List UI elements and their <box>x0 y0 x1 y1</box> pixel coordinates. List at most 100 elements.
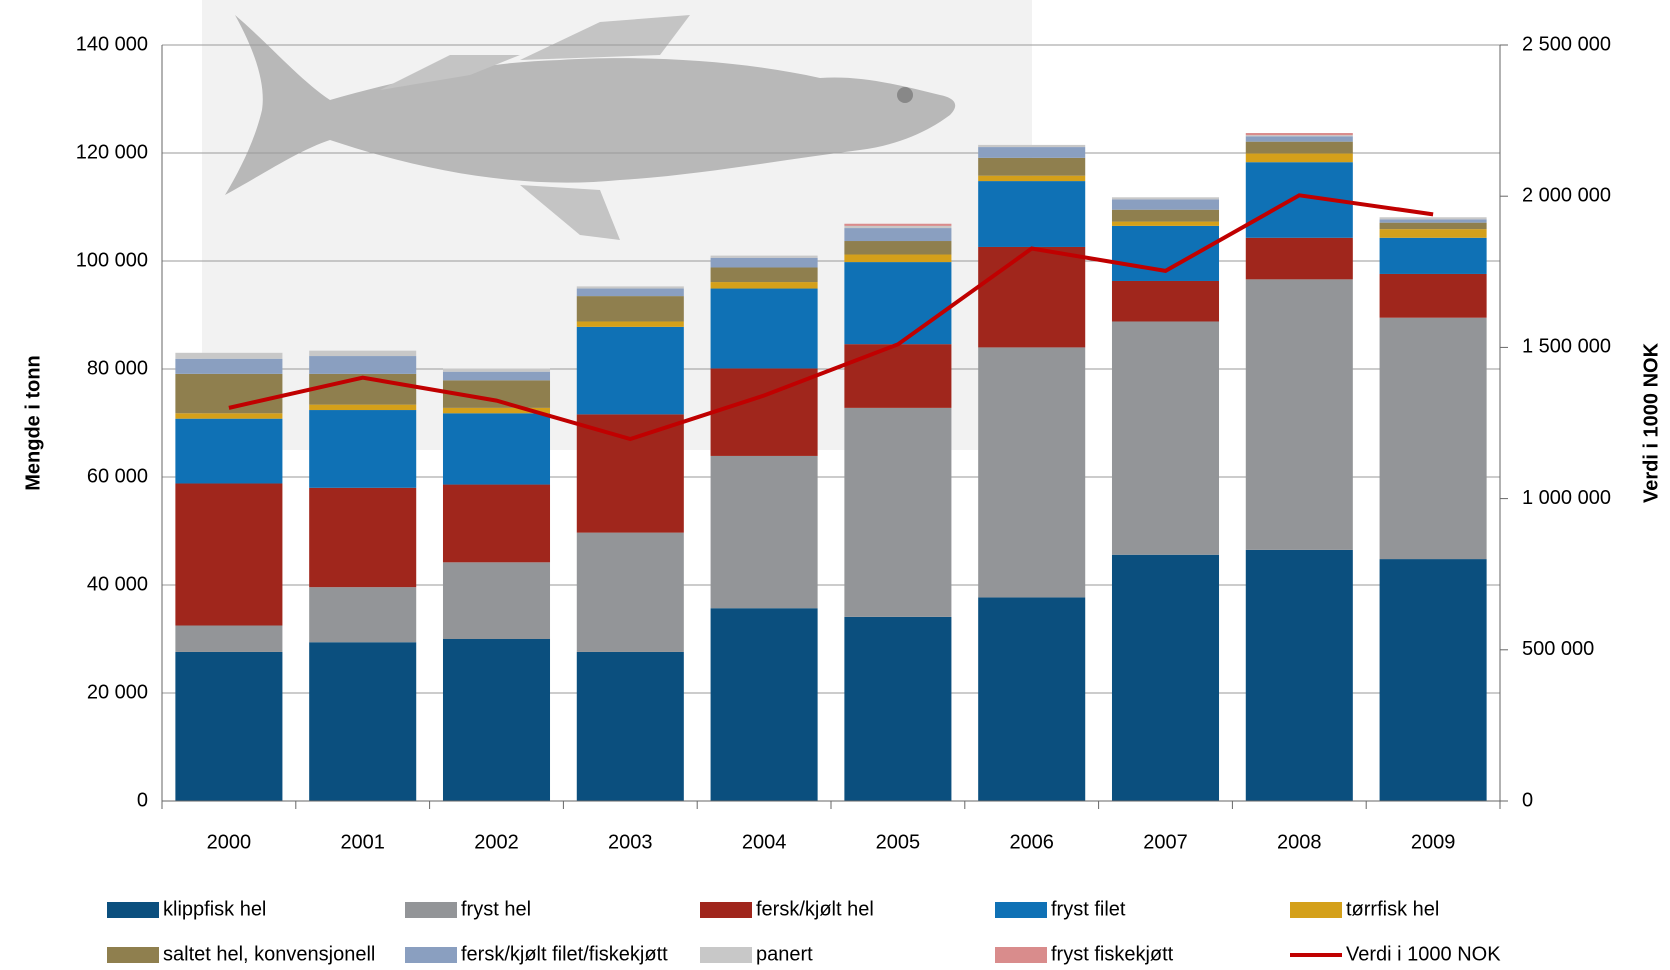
legend-label: saltet hel, konvensjonell <box>163 943 375 965</box>
bar-segment <box>175 413 283 419</box>
bar-segment <box>1245 549 1353 801</box>
bar-segment <box>309 587 417 643</box>
bar-segment <box>978 144 1086 148</box>
legend-swatch <box>700 902 752 918</box>
bar-segment <box>1245 141 1353 154</box>
bar-segment <box>710 282 818 289</box>
bar-segment <box>576 651 684 801</box>
legend-label: Verdi i 1000 NOK <box>1346 943 1501 965</box>
bar-segment <box>844 241 952 255</box>
bar-segment <box>844 223 952 226</box>
bar-segment <box>1111 221 1220 226</box>
y2-tick-label: 1 500 000 <box>1522 336 1611 358</box>
y-tick-label: 100 000 <box>76 249 148 271</box>
legend-label: fersk/kjølt filet/fiskekjøtt <box>461 943 668 965</box>
bar-segment <box>1379 237 1487 274</box>
bar-segment <box>175 483 283 626</box>
y-tick-label: 0 <box>137 789 148 811</box>
bar-segment <box>442 562 551 639</box>
y-tick-label: 80 000 <box>87 357 148 379</box>
bar-segment <box>978 181 1086 247</box>
bar-segment <box>978 347 1086 598</box>
y-tick-label: 40 000 <box>87 573 148 595</box>
legend-label: klippfisk hel <box>163 898 266 920</box>
bar-segment <box>1379 229 1487 238</box>
bar-segment <box>978 147 1086 158</box>
y2-tick-label: 500 000 <box>1522 638 1594 660</box>
y2-tick-label: 2 500 000 <box>1522 33 1611 55</box>
y2-axis-title: Verdi i 1000 NOK <box>1640 342 1662 503</box>
legend-swatch <box>995 947 1047 963</box>
bar-segment <box>978 157 1086 176</box>
bar-segment <box>1379 273 1487 318</box>
bar-segment <box>309 487 417 588</box>
bar-segment <box>576 296 684 322</box>
bar-segment <box>175 625 283 652</box>
bar-segment <box>309 410 417 488</box>
x-tick-label: 2005 <box>876 831 921 853</box>
y-tick-label: 60 000 <box>87 465 148 487</box>
x-tick-label: 2004 <box>742 831 787 853</box>
bar-segment <box>175 418 283 484</box>
y2-tick-label: 2 000 000 <box>1522 184 1611 206</box>
bar-segment <box>175 358 283 374</box>
bar-segment <box>844 225 952 229</box>
bar-segment <box>175 352 283 359</box>
value-line <box>228 193 1434 442</box>
bar-segment <box>1245 133 1353 136</box>
bar-segment <box>576 532 684 652</box>
legend-swatch <box>405 902 457 918</box>
bar-segment <box>1379 217 1487 220</box>
legend-label: panert <box>756 943 813 965</box>
bar-segment <box>710 455 818 609</box>
legend-swatch <box>107 902 159 918</box>
bar-segment <box>1111 199 1220 210</box>
bar-segment <box>844 407 952 617</box>
bar-segment <box>1245 279 1353 550</box>
legend-swatch <box>700 947 752 963</box>
bar-segment <box>442 413 551 485</box>
bar-segment <box>844 344 952 408</box>
bar-segment <box>442 484 551 563</box>
bar-segment <box>1111 280 1220 322</box>
bar-segment <box>442 407 551 414</box>
legend-label: tørrfisk hel <box>1346 898 1439 920</box>
legend-swatch <box>107 947 159 963</box>
x-tick-label: 2006 <box>1009 831 1054 853</box>
legend-swatch <box>405 947 457 963</box>
bar-segment <box>844 254 952 263</box>
bar-segment <box>1379 219 1487 223</box>
bar-segment <box>710 608 818 801</box>
y-tick-label: 120 000 <box>76 141 148 163</box>
bar-segment <box>1111 321 1220 555</box>
legend-label: fryst fiskekjøtt <box>1051 943 1174 965</box>
bar-segment <box>309 350 417 357</box>
y2-tick-label: 0 <box>1522 789 1533 811</box>
legend-label: fryst hel <box>461 898 531 920</box>
bar-segment <box>576 288 684 297</box>
bar-segment <box>175 651 283 801</box>
bar-segment <box>1379 222 1487 230</box>
bar-segment <box>309 404 417 411</box>
bar-segment <box>844 262 952 345</box>
y-axis-title: Mengde i tonn <box>22 355 44 491</box>
bar-segment <box>1111 209 1220 222</box>
x-tick-label: 2002 <box>474 831 519 853</box>
bar-segment <box>844 228 952 242</box>
x-tick-label: 2008 <box>1277 831 1322 853</box>
x-tick-label: 2009 <box>1411 831 1456 853</box>
bar-segment <box>576 321 684 327</box>
bar-segment <box>1245 237 1353 280</box>
bar-segment <box>309 356 417 374</box>
x-tick-label: 2007 <box>1143 831 1188 853</box>
x-tick-label: 2000 <box>207 831 252 853</box>
bar-segment <box>844 616 952 801</box>
bar-segment <box>442 639 551 801</box>
bar-segment <box>309 642 417 801</box>
x-tick-label: 2003 <box>608 831 653 853</box>
bar-segment <box>1245 135 1353 137</box>
bar-segment <box>710 267 818 283</box>
y-tick-label: 140 000 <box>76 33 148 55</box>
x-tick-label: 2001 <box>340 831 385 853</box>
